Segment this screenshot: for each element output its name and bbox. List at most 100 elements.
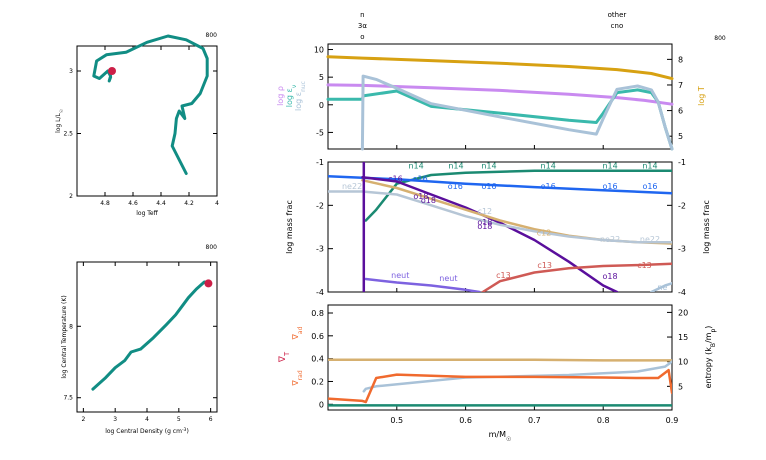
mid-series-label: neut — [391, 271, 409, 280]
mid-series-label: o16 — [603, 182, 618, 191]
mid-series-label: o18 — [413, 192, 428, 201]
mid-ytick-label: -3 — [316, 245, 324, 254]
bot-nabla-t-label: ∇T — [278, 351, 291, 363]
center-xtick-label: 6 — [209, 416, 213, 423]
mid-series-label: n14 — [481, 162, 496, 171]
center-frame — [76, 261, 218, 413]
mid-right-ytick-label: -2 — [678, 201, 686, 210]
bot-series-line — [328, 368, 672, 404]
top-ytick-label: 0 — [319, 101, 324, 110]
top-frame — [327, 43, 673, 150]
hr-current-marker — [108, 67, 116, 75]
hr-ylabel: log L/L☉ — [55, 109, 65, 133]
center-ylabel: log Central Temperature (K) — [61, 295, 68, 378]
mid-series-label: o16 — [642, 182, 657, 191]
mid-ylabel: log mass frac — [285, 200, 294, 254]
hr-ytick-label: 2.5 — [63, 131, 73, 138]
profile-step-label: 800 — [714, 35, 726, 42]
hr-xtick-label: 4.8 — [100, 200, 110, 207]
mid-series-line — [361, 175, 619, 292]
top-series-line — [360, 74, 674, 151]
mid-series-label: o18 — [421, 196, 436, 205]
mid-right-ytick-label: -3 — [678, 245, 686, 254]
center-step-label: 800 — [206, 244, 218, 251]
mid-series-label: o16 — [413, 175, 428, 184]
bot-xlabel: m/M☉ — [489, 430, 512, 443]
mid-series-label: ne22 — [640, 235, 660, 244]
bot-right-ytick-label: 5 — [678, 382, 683, 391]
bot-right-label: entropy (kB/mp) — [704, 326, 717, 389]
bot-ytick-label: 0 — [319, 400, 324, 409]
central-diagram: 2 3 4 5 6 7.5 8 log Central Density (g cm-3) log… — [61, 244, 218, 435]
bot-xtick-label: 0.9 — [666, 416, 679, 425]
mid-series-line — [361, 178, 672, 245]
hr-xtick-label: 4.6 — [128, 200, 138, 207]
mid-series-label: n14 — [602, 162, 617, 171]
bot-ytick-label: 0.6 — [311, 332, 324, 341]
bot-xtick-label: 0.8 — [597, 416, 610, 425]
mid-series-line — [328, 175, 672, 195]
hr-xtick-label: 4.2 — [184, 200, 194, 207]
bot-right-ytick-label: 15 — [678, 333, 688, 342]
bot-series-line — [328, 358, 672, 362]
top-zone-label: 3α — [358, 22, 367, 30]
top-ytick-label: -5 — [316, 128, 324, 137]
center-ytick-label: 8 — [69, 323, 73, 330]
mid-series-label: ne22 — [600, 235, 620, 244]
mid-series-label: o18 — [603, 272, 618, 281]
mid-series-label: c13 — [496, 271, 511, 280]
mid-series-label: o18 — [477, 218, 492, 227]
mid-series-line — [364, 277, 481, 292]
top-left-label: log εnuc — [294, 81, 307, 111]
hr-ytick-label: 3 — [69, 68, 73, 75]
center-xtick-label: 3 — [113, 416, 117, 423]
top-ytick-label: 10 — [314, 46, 324, 55]
mid-series-label: ne22 — [342, 182, 362, 191]
top-right-ytick-label: 8 — [678, 55, 683, 64]
mid-lines — [328, 162, 672, 292]
top-right-ytick-label: 5 — [678, 132, 683, 141]
mid-right-ylabel: log mass frac — [702, 200, 711, 254]
hr-step-label: 800 — [206, 32, 218, 39]
mid-series-label: c13 — [537, 261, 552, 270]
mid-series-label: c12 — [537, 229, 552, 238]
mid-series-label: n14 — [408, 162, 423, 171]
mid-frame — [327, 161, 673, 293]
mid-ytick-label: -4 — [316, 288, 324, 297]
bot-ytick-label: 0.4 — [311, 355, 324, 364]
top-zone-label: cno — [611, 22, 624, 30]
mid-series-label: c13 — [637, 261, 652, 270]
hr-diagram: 4.8 4.6 4.4 4.2 4 2 2.5 3 log Teff log L/L☉ 800 — [55, 32, 219, 217]
top-zone-label: o — [360, 33, 364, 41]
top-left-label: log ρ — [276, 86, 285, 106]
center-track — [91, 280, 209, 391]
bot-nabla-ad-label: ∇ad — [291, 326, 304, 340]
mid-series-label: n14 — [642, 162, 657, 171]
top-left-label: log εν — [285, 84, 298, 107]
bot-xtick-label: 0.6 — [459, 416, 472, 425]
top-right-ytick-label: 6 — [678, 107, 683, 116]
mid-series-label: c16 — [388, 175, 403, 184]
bot-xtick-label: 0.5 — [390, 416, 403, 425]
bot-right-ytick-label: 20 — [678, 308, 688, 317]
mid-ytick-label: -2 — [316, 201, 324, 210]
mid-series-line — [650, 282, 672, 292]
gradient-panel: 0.8 0.6 0.4 0.2 0 20 15 10 5 0.5 0.6 0.7 0.8 0.9 m/M☉ ∇… — [278, 304, 717, 443]
bot-frame — [327, 304, 673, 411]
top-series-line — [326, 55, 674, 81]
abundance-panel: -1 -1 -2 -2 -3 -3 -4 -4 log mass frac log mass fr… — [285, 158, 711, 297]
mid-ytick-label: -1 — [316, 158, 324, 167]
top-zone-label: n — [360, 11, 364, 19]
hr-xtick-label: 4.4 — [156, 200, 166, 207]
hr-ytick-label: 2 — [69, 193, 73, 200]
mid-series-label: neut — [439, 274, 457, 283]
bot-lines — [328, 358, 672, 407]
top-zone-label: other — [608, 11, 627, 19]
bot-right-ytick-label: 10 — [678, 358, 688, 367]
center-current-marker — [204, 279, 213, 288]
hr-xlabel: log Teff — [136, 210, 158, 217]
mid-series-label: c12 — [478, 207, 493, 216]
mid-series-label: n14 — [448, 162, 463, 171]
mid-series-line — [364, 169, 672, 222]
center-ytick-label: 7.5 — [63, 395, 73, 402]
